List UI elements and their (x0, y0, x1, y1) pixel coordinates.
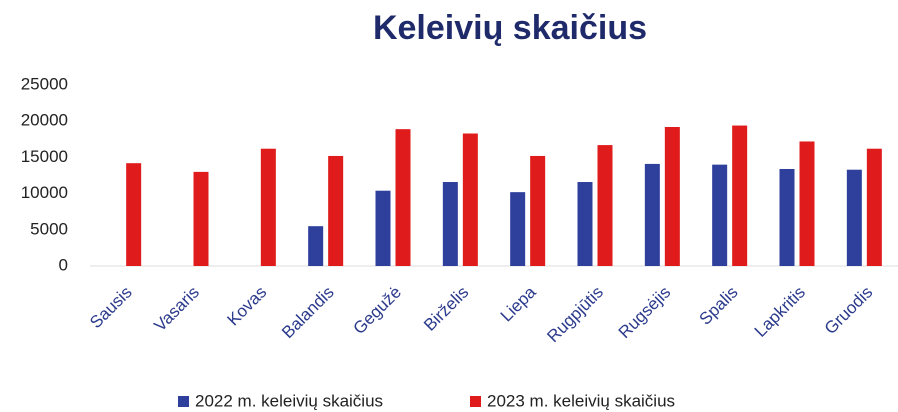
y-tick-label: 10000 (21, 183, 68, 202)
bar (395, 129, 411, 266)
bar (530, 155, 546, 266)
x-tick-label: Rugsėjis (615, 283, 675, 343)
bar (644, 163, 660, 266)
bar (462, 133, 478, 266)
x-tick-label: Vasaris (150, 283, 203, 336)
legend-label: 2022 m. keleivių skaičius (195, 391, 383, 410)
bar (577, 182, 593, 266)
legend-label: 2023 m. keleivių skaičius (487, 391, 675, 410)
bar (193, 171, 209, 266)
y-tick-label: 25000 (21, 74, 68, 93)
x-tick-label: Birželis (420, 283, 472, 335)
x-tick-label: Kovas (223, 283, 270, 330)
x-tick-label: Spalis (695, 283, 741, 329)
y-tick-label: 5000 (30, 219, 68, 238)
bar (442, 182, 458, 266)
bar (126, 163, 142, 266)
bar (375, 190, 391, 266)
x-tick-label: Gegužė (349, 283, 405, 339)
x-tick-label: Liepa (497, 282, 540, 325)
bar (664, 126, 680, 266)
bar (328, 155, 344, 266)
bar (308, 226, 324, 266)
x-tick-label: Lapkritis (751, 283, 809, 341)
bar (260, 148, 276, 266)
x-tick-label: Gruodis (821, 283, 877, 339)
bar (846, 169, 862, 266)
legend-swatch (178, 396, 189, 407)
x-tick-label: Sausis (86, 283, 136, 333)
bar (779, 168, 795, 266)
chart-title: Keleivių skaičius (373, 9, 647, 47)
x-tick-label: Rugpjūtis (543, 283, 607, 347)
bar (597, 145, 613, 266)
bar (799, 141, 815, 266)
y-tick-label: 20000 (21, 111, 68, 130)
y-tick-label: 0 (59, 255, 68, 274)
bar (510, 192, 526, 266)
y-tick-label: 15000 (21, 147, 68, 166)
legend-swatch (470, 396, 481, 407)
x-tick-label: Balandis (278, 283, 338, 343)
bar (732, 125, 748, 266)
bar (866, 148, 882, 266)
bar (712, 164, 728, 266)
